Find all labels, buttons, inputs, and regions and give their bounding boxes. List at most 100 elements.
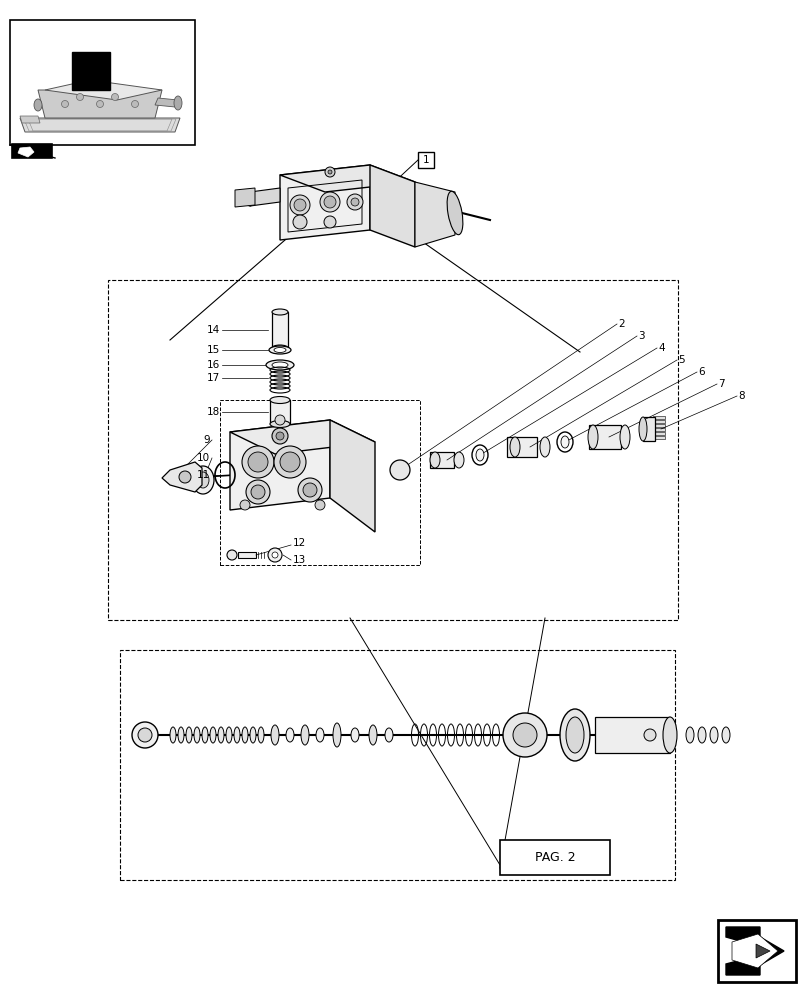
Polygon shape [18, 147, 34, 157]
Circle shape [298, 478, 322, 502]
Bar [594, 717, 669, 753]
Bar [642, 417, 654, 441]
Ellipse shape [368, 725, 376, 745]
Circle shape [502, 713, 547, 757]
Text: 2: 2 [617, 319, 624, 329]
Ellipse shape [194, 727, 200, 743]
Bar [652, 436, 664, 439]
Circle shape [97, 101, 103, 108]
Text: 12: 12 [293, 538, 306, 548]
Ellipse shape [191, 466, 214, 494]
Bar [588, 425, 620, 449]
Ellipse shape [560, 709, 590, 761]
Polygon shape [155, 98, 178, 107]
Circle shape [280, 452, 299, 472]
Circle shape [227, 550, 237, 560]
Ellipse shape [271, 725, 279, 745]
Circle shape [290, 195, 310, 215]
Text: 7: 7 [717, 379, 723, 389]
Bar [272, 312, 288, 348]
Ellipse shape [270, 396, 290, 403]
Circle shape [76, 94, 84, 101]
Ellipse shape [174, 96, 182, 110]
Text: 3: 3 [637, 331, 644, 341]
Circle shape [132, 722, 158, 748]
Circle shape [62, 101, 68, 108]
Bar [652, 416, 664, 419]
Circle shape [324, 167, 335, 177]
Polygon shape [72, 52, 109, 90]
Ellipse shape [620, 425, 629, 449]
Circle shape [273, 446, 306, 478]
Ellipse shape [272, 345, 288, 351]
Circle shape [294, 199, 306, 211]
Circle shape [272, 428, 288, 444]
Ellipse shape [250, 727, 255, 743]
Circle shape [138, 728, 152, 742]
Circle shape [389, 460, 410, 480]
Polygon shape [20, 116, 40, 123]
Polygon shape [731, 934, 777, 968]
Polygon shape [12, 144, 52, 158]
Ellipse shape [721, 727, 729, 743]
Ellipse shape [234, 727, 240, 743]
Ellipse shape [272, 309, 288, 315]
Polygon shape [38, 90, 162, 118]
Bar [652, 432, 664, 435]
Circle shape [643, 729, 655, 741]
Ellipse shape [242, 727, 247, 743]
Polygon shape [230, 420, 329, 510]
Circle shape [315, 500, 324, 510]
Bar [270, 400, 290, 424]
Bar [238, 552, 255, 558]
Text: 5: 5 [677, 355, 684, 365]
Bar [220, 400, 419, 565]
Circle shape [276, 432, 284, 440]
Circle shape [293, 215, 307, 229]
Text: 1: 1 [423, 155, 429, 165]
Text: 9: 9 [203, 435, 210, 445]
Ellipse shape [34, 99, 42, 111]
Text: 11: 11 [196, 470, 210, 480]
Ellipse shape [285, 728, 294, 742]
Circle shape [320, 192, 340, 212]
Ellipse shape [685, 727, 693, 743]
Circle shape [272, 552, 277, 558]
Bar [717, 920, 795, 982]
Ellipse shape [270, 420, 290, 428]
Text: 14: 14 [207, 325, 220, 335]
Circle shape [251, 485, 264, 499]
Bar [108, 280, 677, 620]
Text: 16: 16 [207, 360, 220, 370]
Circle shape [178, 471, 191, 483]
Circle shape [268, 548, 281, 562]
Bar [418, 152, 433, 168]
Ellipse shape [178, 727, 184, 743]
Ellipse shape [197, 472, 208, 488]
Circle shape [111, 94, 118, 101]
Ellipse shape [333, 723, 341, 747]
Ellipse shape [217, 727, 224, 743]
Ellipse shape [266, 360, 294, 370]
Ellipse shape [430, 452, 440, 468]
Ellipse shape [246, 192, 254, 206]
Ellipse shape [453, 452, 463, 468]
Text: 6: 6 [697, 367, 704, 377]
Circle shape [350, 198, 358, 206]
Bar [10, 20, 195, 145]
Circle shape [240, 500, 250, 510]
Ellipse shape [709, 727, 717, 743]
Ellipse shape [258, 727, 264, 743]
Bar [120, 650, 674, 880]
Text: 10: 10 [196, 453, 210, 463]
Polygon shape [370, 165, 414, 247]
Ellipse shape [587, 425, 597, 449]
Text: 8: 8 [737, 391, 744, 401]
Ellipse shape [202, 727, 208, 743]
Bar [652, 428, 664, 431]
Ellipse shape [272, 362, 288, 368]
Polygon shape [414, 182, 454, 247]
Ellipse shape [225, 727, 232, 743]
Ellipse shape [169, 727, 176, 743]
Ellipse shape [663, 717, 676, 753]
